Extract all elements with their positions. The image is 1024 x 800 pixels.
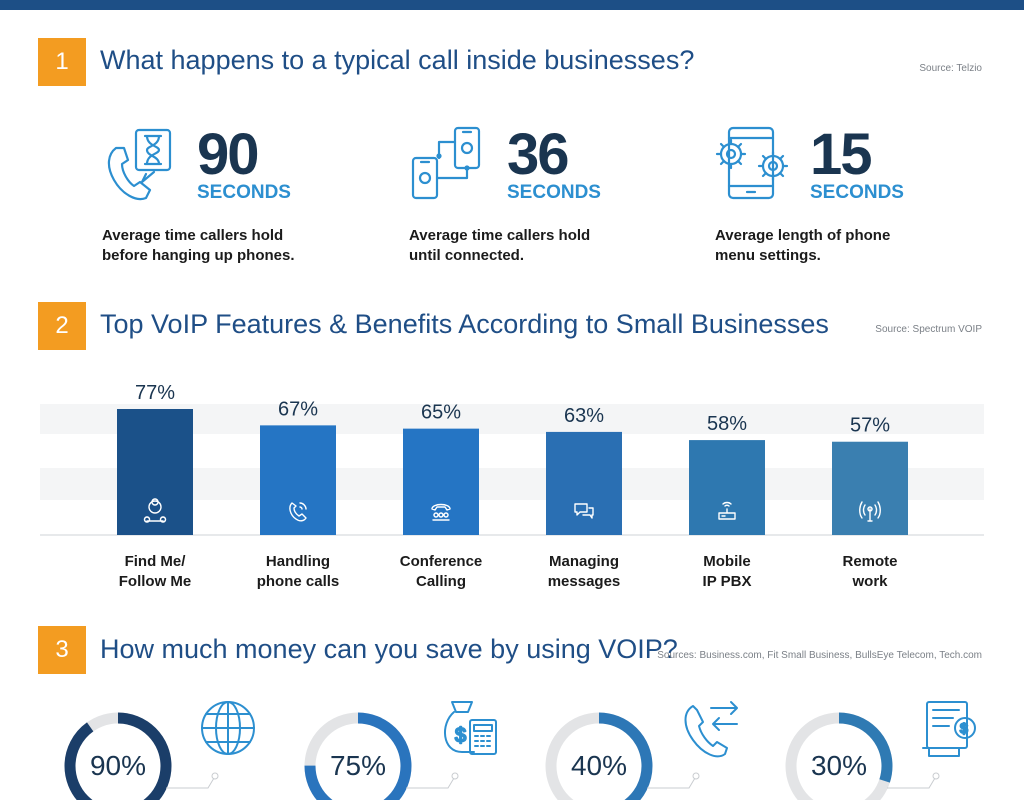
bar-category-label: Conference Calling [399, 553, 483, 590]
bar-category-label: Find Me/Follow Me [118, 553, 192, 590]
stat-value: 90 [197, 122, 259, 187]
stat-hold-before-hangup: 90 SECONDS Average time callers hold befo… [102, 126, 392, 266]
section-2-title: Top VoIP Features & Benefits According t… [100, 309, 829, 339]
donut-ring [64, 712, 219, 800]
savings-donut: 75% [302, 708, 522, 800]
bar-group: 57% [832, 415, 908, 535]
section-1-source: Source: Telzio [919, 63, 982, 74]
phone-gears-icon [715, 126, 789, 200]
connector-line [166, 777, 215, 789]
donut-percent-label: 90% [89, 750, 147, 781]
bar-group: 67% [260, 398, 336, 535]
phone-transfer-icon [684, 701, 738, 758]
bar-chart: 77% 67% 65% 63% 58% 57% [40, 382, 984, 536]
savings-donut: 90% [62, 708, 282, 800]
phone-hourglass-icon [107, 128, 172, 201]
bar-group: 77% [117, 382, 193, 535]
savings-donut: 40% [543, 708, 763, 800]
connector-dot [692, 772, 700, 780]
stat-unit: SECONDS [810, 182, 904, 203]
savings-donut: 30% [783, 708, 1003, 800]
svg-text:$: $ [960, 720, 968, 736]
bar-value-label: 58% [707, 413, 747, 435]
bar-group: 63% [546, 405, 622, 535]
messages-icon [574, 503, 594, 519]
top-bar [0, 0, 1024, 10]
connector-dot [211, 772, 219, 780]
donut-ring [304, 712, 459, 800]
section-2-number: 2 [38, 302, 86, 350]
money-bag-calculator-icon: $ [443, 701, 497, 755]
bar-category-label: Remote work [842, 553, 898, 590]
antenna-icon [859, 501, 881, 522]
connector-dot [451, 772, 459, 780]
connector-line [406, 777, 455, 789]
bar [403, 428, 479, 535]
bar [117, 409, 193, 535]
router-icon [718, 501, 736, 520]
section-1-number: 1 [38, 38, 86, 86]
donut-percent-label: 75% [329, 750, 387, 781]
bar-value-label: 67% [278, 398, 318, 420]
stat-value: 15 [810, 122, 872, 187]
section-1-title: What happens to a typical call inside bu… [100, 45, 695, 75]
section-2-source: Source: Spectrum VOIP [875, 324, 982, 335]
svg-text:$: $ [455, 725, 466, 747]
connector-line [647, 777, 696, 789]
phone-call-icon [289, 502, 307, 522]
stat-description: Average length of phone menu settings. [715, 227, 891, 264]
bar-value-label: 57% [850, 415, 890, 437]
bar-category-label: Managing messages [547, 553, 621, 590]
stat-description: Average time callers hold before hanging … [102, 227, 295, 264]
donut-percent-label: 30% [810, 750, 868, 781]
bill-payment-icon: $ [922, 701, 976, 757]
conference-phone-icon [431, 503, 451, 521]
stat-unit: SECONDS [507, 182, 601, 203]
bar-category-label: Mobile IP PBX [702, 553, 752, 590]
globe-icon [201, 701, 255, 755]
grid-band [40, 404, 984, 434]
bar-group: 65% [403, 402, 479, 535]
section-3-number: 3 [38, 626, 86, 674]
donut-ring [785, 712, 940, 800]
bar [546, 431, 622, 535]
connector-line [887, 777, 936, 789]
connector-dot [932, 772, 940, 780]
bar [689, 440, 765, 535]
bar-group: 58% [689, 413, 765, 535]
stat-value: 36 [507, 122, 569, 187]
stat-unit: SECONDS [197, 182, 291, 203]
donut-value-arc [304, 712, 412, 800]
bar [260, 425, 336, 535]
connected-phones-icon [411, 126, 481, 200]
bar-value-label: 65% [421, 402, 461, 424]
bar-value-label: 77% [135, 382, 175, 404]
stat-phone-menu-length: 15 SECONDS Average length of phone menu s… [715, 126, 1005, 266]
donut-value-arc [545, 712, 653, 800]
section-3-title: How much money can you save by using VOI… [100, 634, 678, 664]
donut-percent-label: 40% [570, 750, 628, 781]
donut-value-arc [785, 712, 893, 800]
grid-band [40, 468, 984, 500]
stat-hold-until-connected: 36 SECONDS Average time callers hold unti… [409, 126, 699, 266]
stat-description: Average time callers hold until connected… [409, 227, 591, 264]
people-network-icon [143, 498, 167, 523]
section-3-source: Sources: Business.com, Fit Small Busines… [657, 650, 982, 661]
donut-ring [545, 712, 700, 800]
bar-category-label: Handling phone calls [256, 553, 340, 590]
bar-value-label: 63% [564, 405, 604, 427]
donut-value-arc [64, 712, 172, 800]
